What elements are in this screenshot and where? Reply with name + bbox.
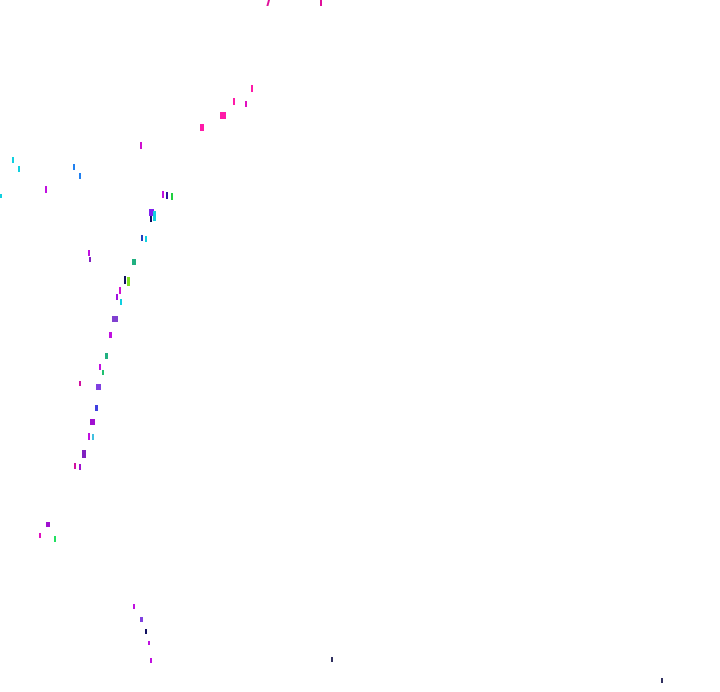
fragment bbox=[79, 464, 81, 470]
fragment bbox=[266, 0, 270, 6]
fragment bbox=[245, 101, 247, 107]
fragment bbox=[171, 193, 173, 200]
fragment bbox=[0, 194, 2, 198]
fragment bbox=[233, 98, 235, 105]
fragment bbox=[88, 433, 90, 440]
fragment bbox=[149, 209, 154, 216]
fragment bbox=[145, 629, 147, 634]
fragment bbox=[133, 604, 135, 609]
fragment bbox=[124, 276, 126, 284]
fragment bbox=[112, 316, 118, 322]
fragment bbox=[89, 257, 91, 262]
fragment bbox=[132, 259, 136, 265]
fragment bbox=[153, 211, 156, 221]
fragment bbox=[82, 450, 86, 458]
fragment bbox=[150, 658, 152, 663]
fragment bbox=[331, 657, 333, 662]
fragment bbox=[90, 419, 95, 425]
fragment bbox=[39, 533, 41, 538]
fragment bbox=[54, 536, 56, 542]
fragment bbox=[79, 173, 81, 179]
fragment bbox=[88, 250, 90, 256]
fragment bbox=[140, 142, 142, 149]
fragment bbox=[150, 216, 152, 222]
fragment bbox=[200, 124, 204, 131]
fragment bbox=[251, 85, 253, 92]
fragment bbox=[148, 641, 150, 645]
fragment bbox=[92, 434, 94, 440]
fragment bbox=[166, 192, 168, 199]
fragment bbox=[12, 157, 14, 163]
fragment bbox=[140, 617, 143, 622]
fragment bbox=[96, 384, 101, 390]
fragment bbox=[45, 186, 47, 193]
fragment bbox=[320, 0, 322, 6]
fragment bbox=[95, 405, 98, 411]
fragment bbox=[18, 166, 20, 172]
fragment bbox=[73, 164, 75, 170]
fragment bbox=[162, 191, 164, 198]
fragment bbox=[105, 353, 108, 359]
fragment bbox=[79, 381, 81, 386]
fragment bbox=[120, 299, 122, 305]
fragment bbox=[127, 277, 130, 286]
fragment bbox=[145, 236, 147, 242]
fragment bbox=[109, 332, 112, 338]
fragment bbox=[220, 112, 226, 119]
fragment bbox=[141, 235, 143, 241]
fragment bbox=[661, 678, 663, 683]
fragment bbox=[102, 370, 104, 375]
fragment bbox=[99, 364, 101, 370]
fragment bbox=[46, 522, 50, 527]
fragments bbox=[0, 0, 663, 683]
fragment bbox=[119, 287, 121, 294]
fragment bbox=[116, 294, 118, 300]
fragment bbox=[74, 463, 76, 469]
